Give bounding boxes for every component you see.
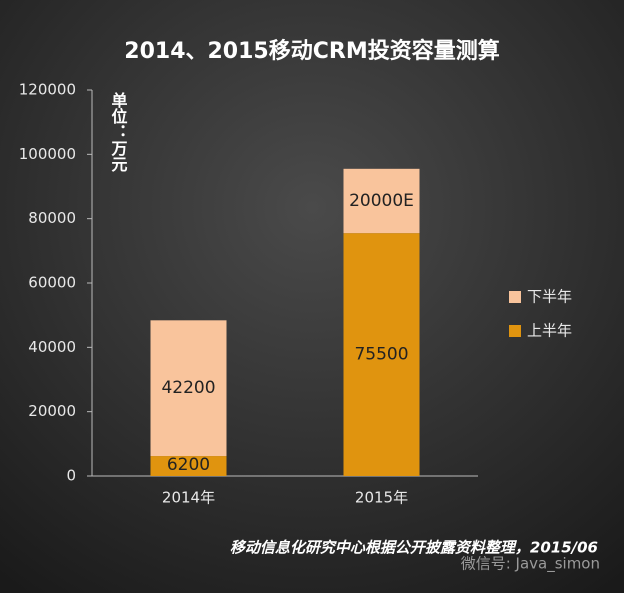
legend-swatch bbox=[509, 325, 521, 337]
y-tick-label: 120000 bbox=[19, 81, 76, 99]
y-tick-label: 0 bbox=[66, 467, 76, 485]
bar-segment bbox=[150, 456, 227, 476]
value-label: 75500 bbox=[354, 345, 408, 365]
value-label: 42200 bbox=[161, 378, 215, 398]
bar-segment bbox=[343, 168, 420, 234]
y-tick-label: 40000 bbox=[28, 338, 76, 356]
value-label: 20000E bbox=[349, 191, 414, 211]
unit-label: 单位：万元 bbox=[109, 91, 129, 172]
watermark: 微信号: Java_simon bbox=[461, 555, 600, 574]
x-tick-label: 2014年 bbox=[162, 489, 215, 507]
value-label: 6200 bbox=[167, 455, 210, 475]
legend-swatch bbox=[509, 291, 521, 303]
y-tick-label: 20000 bbox=[28, 402, 76, 420]
source: 移动信息化研究中心根据公开披露资料整理，2015/06 bbox=[230, 539, 598, 557]
x-tick-label: 2015年 bbox=[355, 489, 408, 507]
legend-label: 下半年 bbox=[527, 288, 572, 306]
bar-segment bbox=[343, 233, 420, 476]
y-tick-label: 100000 bbox=[19, 145, 76, 163]
legend-label: 上半年 bbox=[527, 322, 572, 340]
y-tick-label: 80000 bbox=[28, 209, 76, 227]
bar-segment bbox=[150, 320, 227, 457]
y-tick-label: 60000 bbox=[28, 274, 76, 292]
chart-title: 2014、2015移动CRM投资容量测算 bbox=[124, 38, 499, 64]
